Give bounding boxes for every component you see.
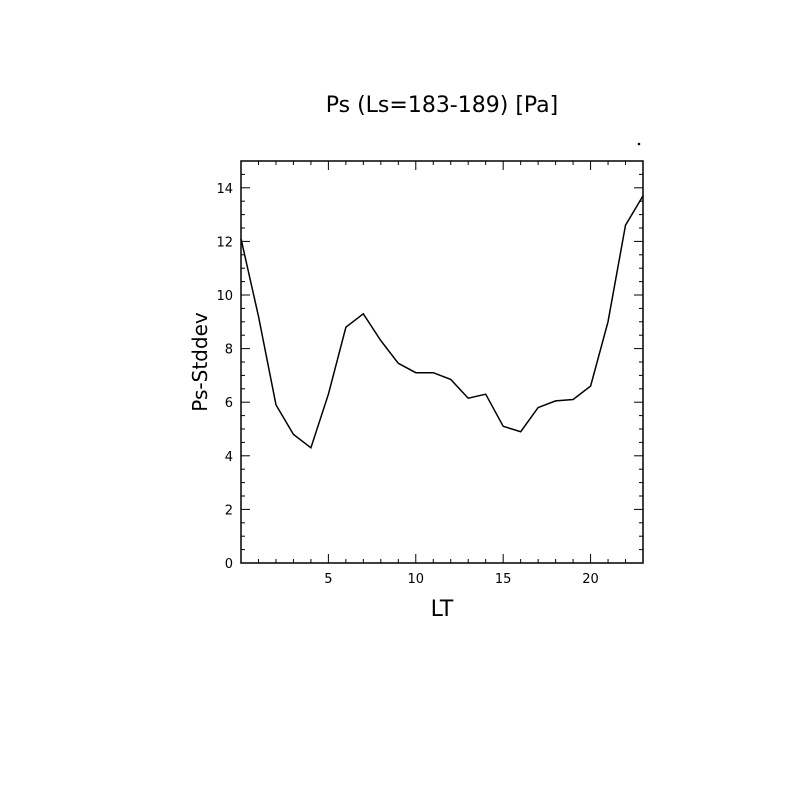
y-tick-label: 2 <box>225 503 233 518</box>
chart-title: Ps (Ls=183-189) [Pa] <box>326 93 559 118</box>
x-tick-label: 10 <box>408 572 425 587</box>
y-tick-label: 10 <box>216 289 233 304</box>
x-axis-label: LT <box>431 597 454 622</box>
y-tick-label: 6 <box>225 396 233 411</box>
y-axis-label: Ps-Stddev <box>188 312 212 412</box>
x-tick-label: 20 <box>582 572 599 587</box>
axis-ticks <box>240 160 644 564</box>
y-tick-label: 12 <box>216 235 233 250</box>
tick-labels: 5 10 15 20 0 2 4 6 8 10 12 14 <box>216 182 598 587</box>
x-tick-label: 5 <box>324 572 332 587</box>
y-tick-label: 4 <box>225 450 233 465</box>
x-tick-label: 15 <box>495 572 512 587</box>
y-tick-label: 8 <box>225 343 233 358</box>
y-tick-label: 14 <box>216 182 233 197</box>
corner-dot <box>637 142 641 146</box>
plot-frame <box>240 160 644 564</box>
y-tick-label: 0 <box>225 557 233 572</box>
series-line <box>240 195 644 450</box>
